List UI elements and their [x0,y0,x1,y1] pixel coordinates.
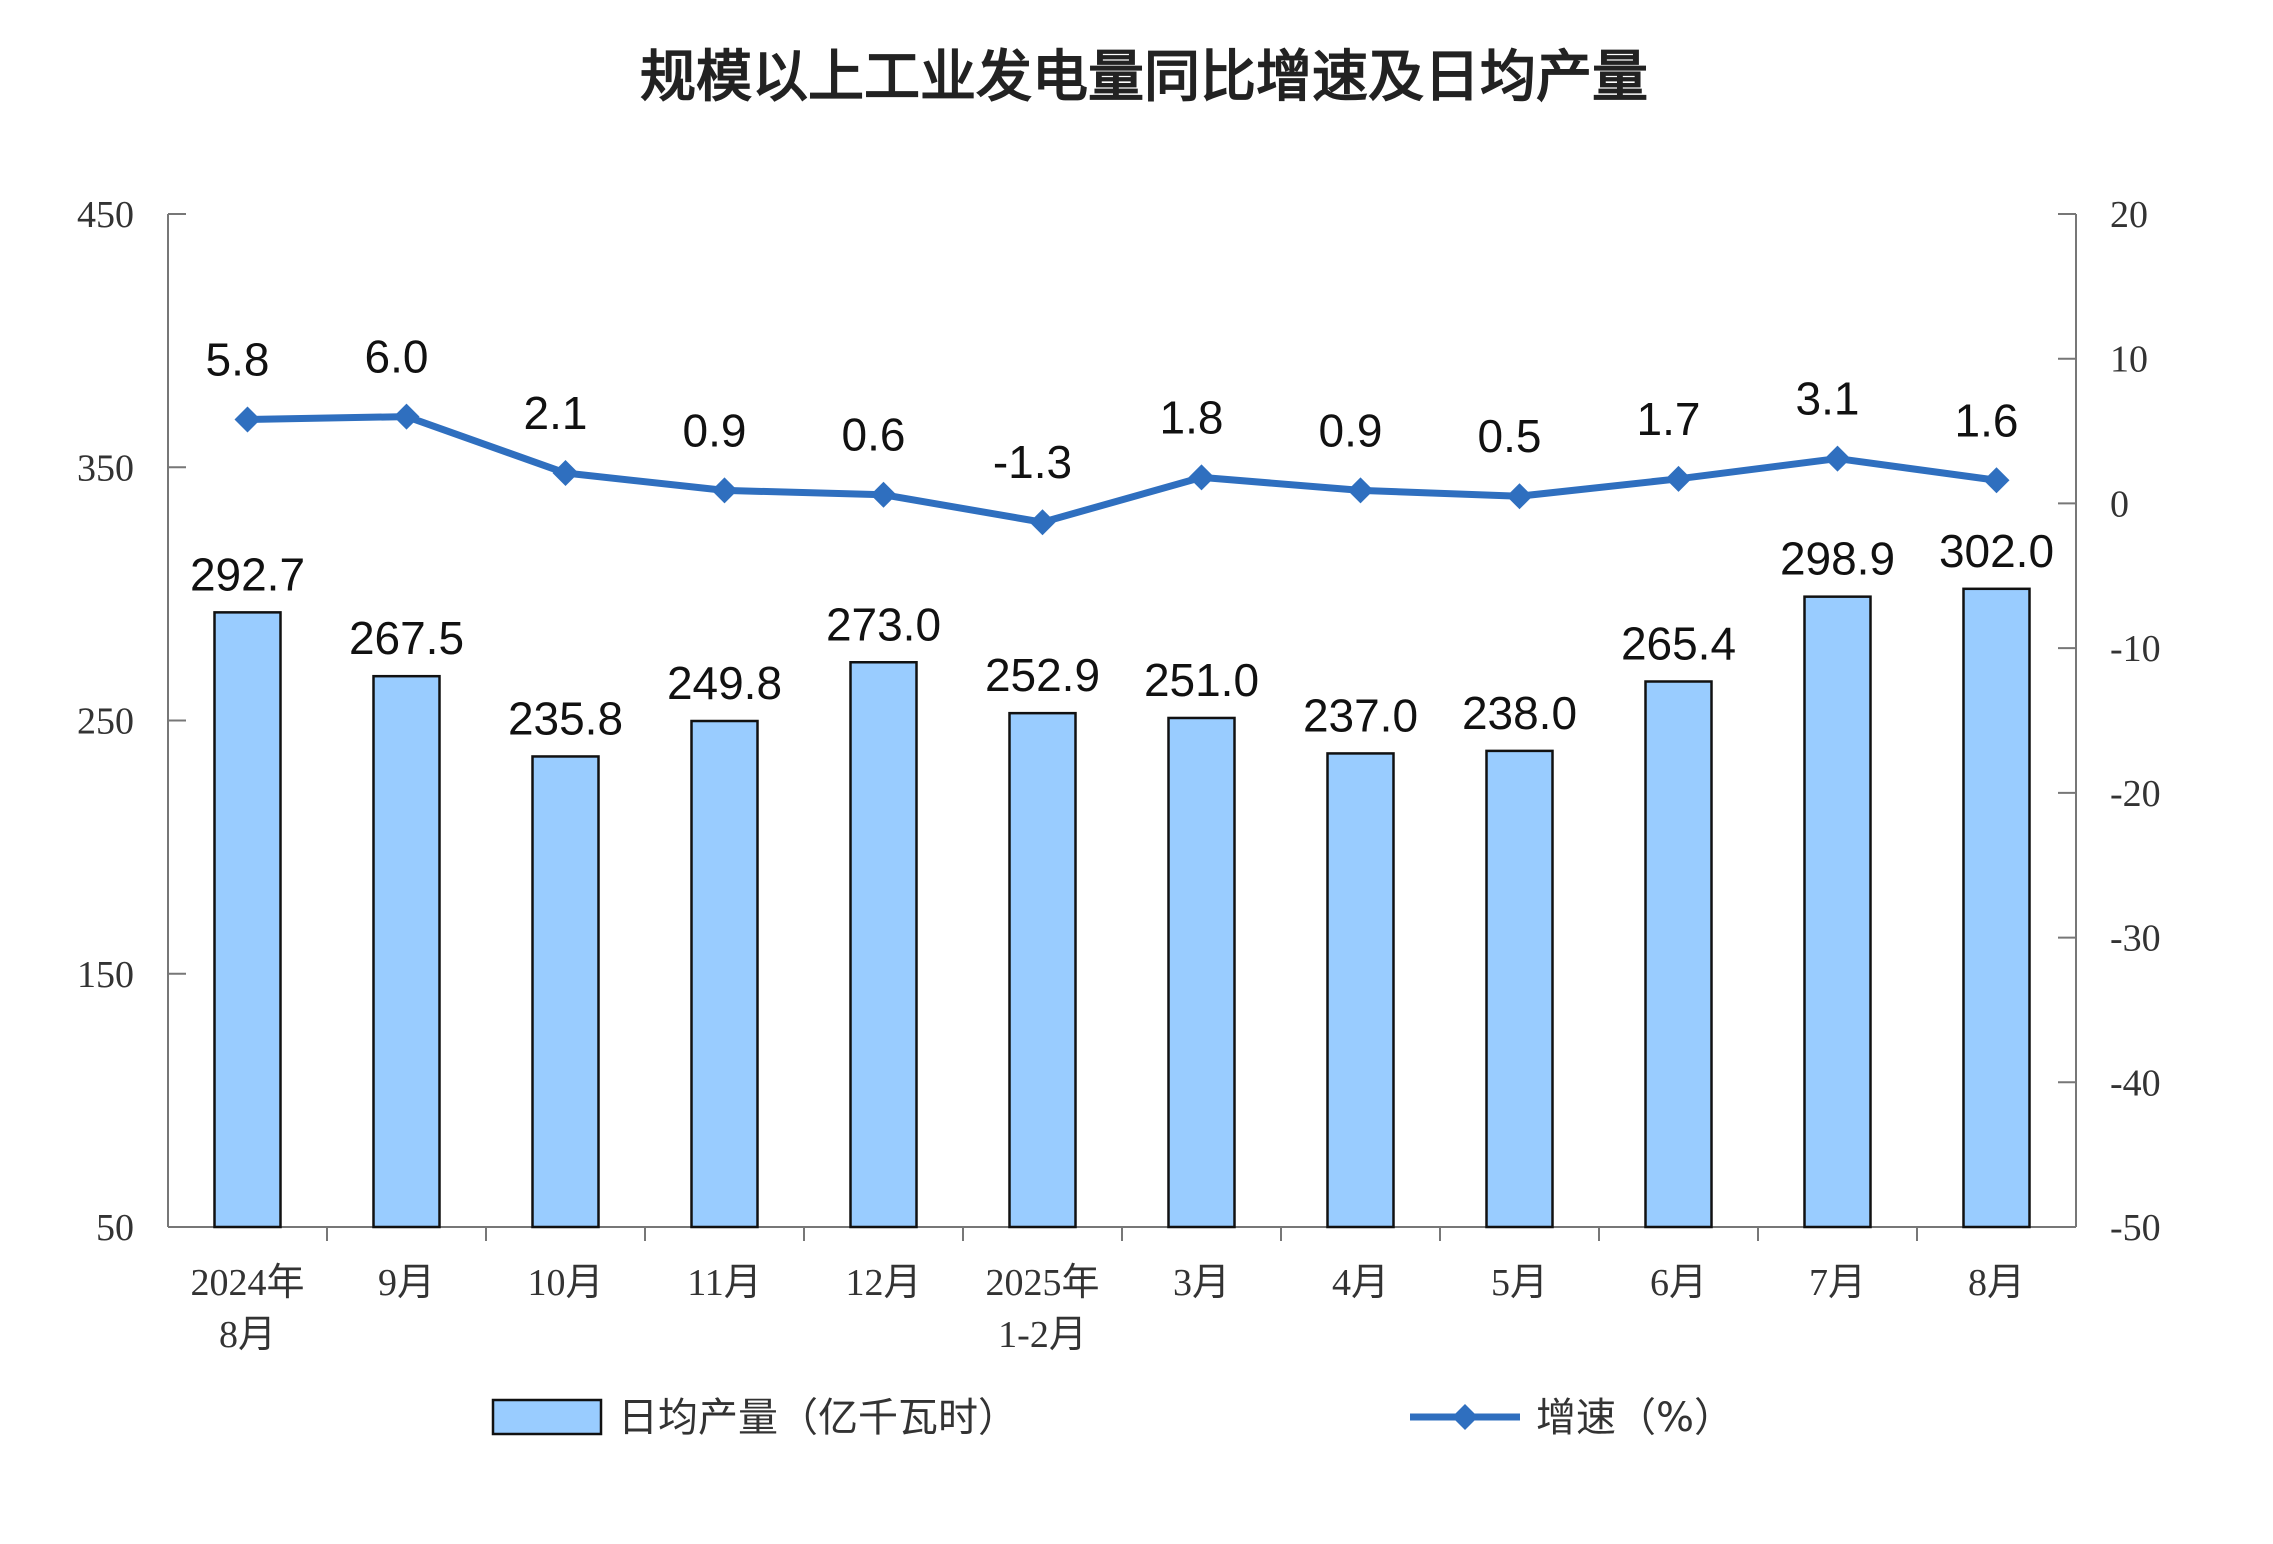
bar [849,661,918,1229]
bar [1644,680,1713,1229]
legend-line-label: 增速（%） [1536,1395,1734,1441]
bar [372,674,441,1229]
line-series [247,413,1997,526]
bar-data-label: 298.9 [1780,533,1895,585]
bar [213,611,282,1229]
bar [1962,587,2031,1229]
x-axis-category-label: 8月 [1968,1262,2025,1304]
x-axis-category-label: 10月 [527,1262,603,1304]
line-data-label: 6.0 [365,331,429,383]
line-data-label: 0.5 [1478,410,1542,462]
line-marker [1824,445,1851,472]
bar [1008,711,1077,1229]
legend-bar-label: 日均产量（亿千瓦时） [618,1395,1018,1441]
x-axis-category-label: 11月 [687,1262,762,1304]
line-data-label: 0.9 [1319,404,1383,456]
line-data-label: 3.1 [1796,373,1860,425]
line-data-label: 5.8 [206,333,270,385]
line-marker [234,406,261,433]
right-axis-tick-label: -50 [2110,1207,2161,1249]
line-marker [1983,467,2010,494]
bar-data-label: 273.0 [826,598,941,650]
left-axis-tick-label: 450 [77,194,134,236]
x-axis-category-label: 8月 [219,1314,276,1356]
line-data-label: 1.8 [1160,391,1224,443]
bar-data-label: 251.0 [1144,654,1259,706]
bar-data-label: 249.8 [667,657,782,709]
line-data-label: 0.9 [683,404,747,456]
x-axis-category-label: 9月 [378,1262,435,1304]
line-marker [393,403,420,430]
right-axis-tick-label: -30 [2110,918,2161,960]
x-axis-category-label: 7月 [1809,1262,1866,1304]
chart-title: 规模以上工业发电量同比增速及日均产量 [640,45,1648,110]
bar-data-label: 265.4 [1621,617,1736,669]
line-marker [1347,477,1374,504]
right-axis-tick-label: 10 [2110,339,2148,381]
x-axis-category-label: 5月 [1491,1262,1548,1304]
right-axis-tick-label: -10 [2110,628,2161,670]
bar-data-label: 267.5 [349,612,464,664]
bar-data-label: 252.9 [985,649,1100,701]
left-axis-tick-label: 250 [77,701,134,743]
bar [1485,749,1554,1229]
left-axis-tick-label: 350 [77,447,134,489]
line-marker [1506,483,1533,510]
line-data-label: 0.6 [842,409,906,461]
x-axis-category-label: 12月 [845,1262,921,1304]
bar-data-label: 292.7 [190,548,305,600]
bar-data-label: 235.8 [508,692,623,744]
line-marker [711,477,738,504]
line-data-label: 1.6 [1955,394,2019,446]
x-axis-category-label: 3月 [1173,1262,1230,1304]
line-marker [1029,509,1056,536]
bar [1167,716,1236,1229]
right-axis-tick-label: 20 [2110,194,2148,236]
x-axis-category-label: 1-2月 [998,1314,1087,1356]
line-marker [552,460,579,487]
line-data-label: 2.1 [524,387,588,439]
right-axis-tick-label: -40 [2110,1062,2161,1104]
legend-line-marker [1452,1404,1478,1430]
right-axis-tick-label: -20 [2110,773,2161,815]
bar [1803,595,1872,1229]
bar-data-label: 238.0 [1462,687,1577,739]
line-marker [1665,465,1692,492]
bar-data-label: 302.0 [1939,525,2054,577]
x-axis-category-label: 2024年 [190,1262,304,1304]
legend-bar-swatch [491,1398,603,1436]
left-axis-tick-label: 50 [96,1207,134,1249]
right-axis-tick-label: 0 [2110,483,2129,525]
bar [531,755,600,1229]
bar-data-label: 237.0 [1303,689,1418,741]
x-axis-category-label: 4月 [1332,1262,1389,1304]
x-axis-category-label: 2025年 [985,1262,1099,1304]
line-data-label: 1.7 [1637,393,1701,445]
line-data-label: -1.3 [993,436,1072,488]
x-axis-category-label: 6月 [1650,1262,1707,1304]
line-marker [870,481,897,508]
bar [1326,752,1395,1229]
left-axis-tick-label: 150 [77,954,134,996]
line-marker [1188,464,1215,491]
bar [690,719,759,1229]
